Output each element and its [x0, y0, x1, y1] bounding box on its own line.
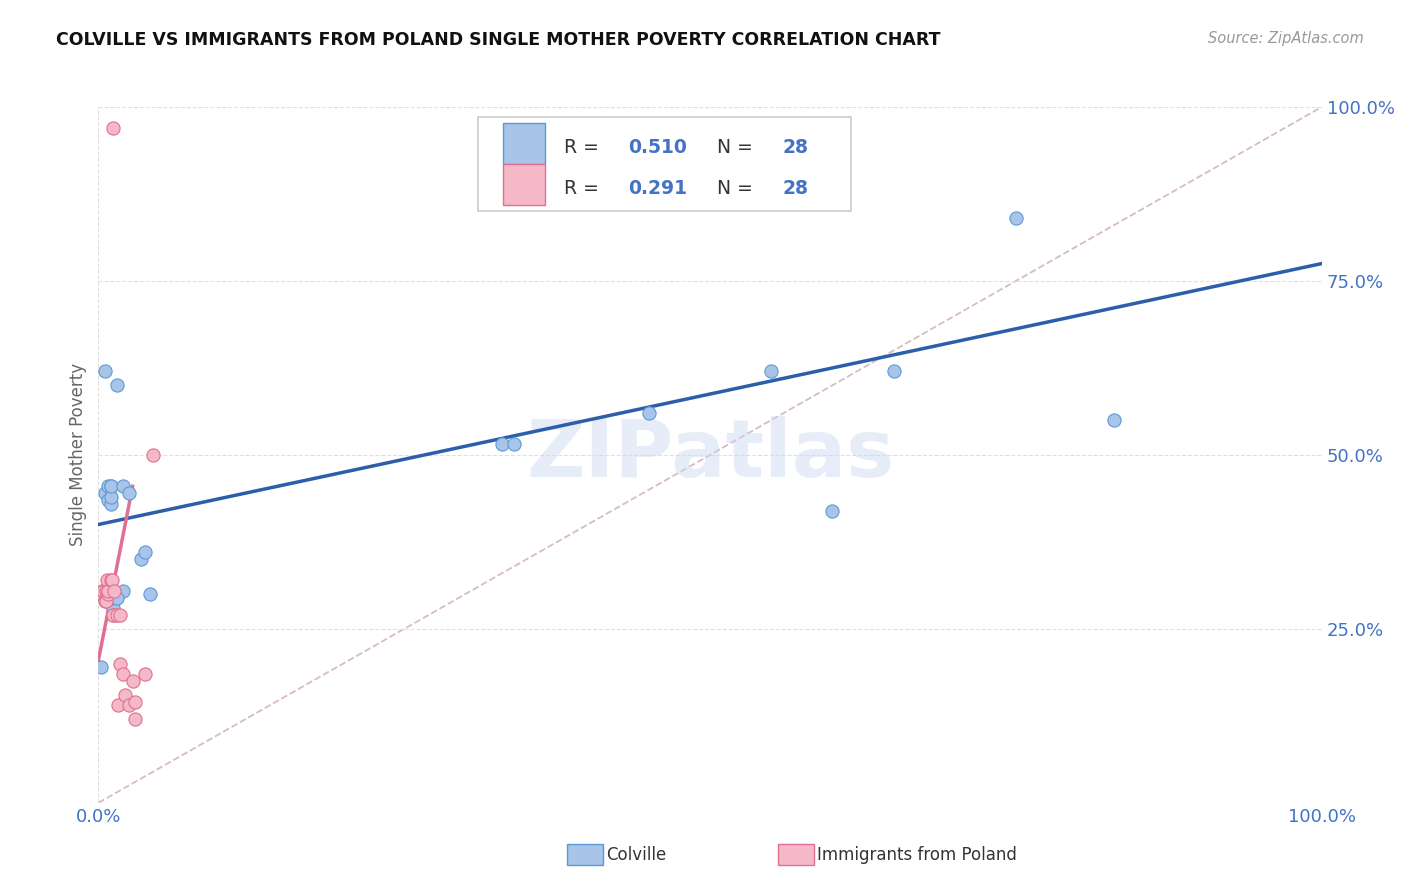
Point: [139, 587, 162, 601]
Point: [96, 573, 118, 587]
Point: [101, 120, 124, 135]
Point: [111, 667, 134, 681]
Point: [821, 503, 844, 517]
Point: [124, 695, 146, 709]
Point: [97, 583, 120, 598]
Point: [100, 479, 122, 493]
Point: [100, 479, 122, 493]
Point: [97, 479, 120, 493]
Point: [114, 688, 136, 702]
Point: [883, 364, 905, 378]
Point: [97, 493, 120, 508]
Point: [110, 657, 132, 671]
Point: [93, 364, 115, 378]
Point: [91, 587, 114, 601]
Point: [1004, 211, 1026, 226]
Point: [105, 378, 128, 392]
Point: [118, 698, 141, 713]
Text: 28: 28: [782, 179, 808, 198]
Point: [100, 490, 122, 504]
Text: R =: R =: [564, 137, 606, 157]
Point: [94, 594, 117, 608]
Point: [103, 583, 125, 598]
Point: [91, 583, 114, 598]
Text: Immigrants from Poland: Immigrants from Poland: [817, 846, 1017, 863]
Text: Colville: Colville: [606, 846, 666, 863]
Point: [503, 437, 526, 451]
Point: [100, 497, 122, 511]
FancyBboxPatch shape: [503, 164, 546, 205]
Text: ZIPatlas: ZIPatlas: [526, 416, 894, 494]
Point: [97, 587, 120, 601]
Text: 0.291: 0.291: [628, 179, 688, 198]
Point: [491, 437, 513, 451]
Point: [100, 573, 122, 587]
FancyBboxPatch shape: [503, 123, 546, 164]
Text: COLVILLE VS IMMIGRANTS FROM POLAND SINGLE MOTHER POVERTY CORRELATION CHART: COLVILLE VS IMMIGRANTS FROM POLAND SINGL…: [56, 31, 941, 49]
Point: [100, 591, 122, 605]
Point: [90, 587, 112, 601]
Point: [94, 583, 117, 598]
Point: [97, 587, 120, 601]
Text: N =: N =: [706, 137, 759, 157]
Point: [142, 448, 165, 462]
Point: [110, 607, 132, 622]
Text: Source: ZipAtlas.com: Source: ZipAtlas.com: [1208, 31, 1364, 46]
Point: [761, 364, 783, 378]
Point: [91, 583, 114, 598]
Text: N =: N =: [706, 179, 759, 198]
Y-axis label: Single Mother Poverty: Single Mother Poverty: [69, 363, 87, 547]
Point: [134, 667, 156, 681]
FancyBboxPatch shape: [478, 118, 851, 211]
Point: [105, 607, 128, 622]
Point: [93, 594, 115, 608]
Point: [105, 591, 128, 605]
Point: [1102, 413, 1125, 427]
Point: [637, 406, 661, 420]
Text: R =: R =: [564, 179, 606, 198]
Point: [121, 674, 143, 689]
Point: [111, 583, 134, 598]
Point: [93, 486, 115, 500]
Point: [90, 660, 112, 674]
Point: [129, 552, 152, 566]
Point: [111, 479, 134, 493]
Point: [124, 712, 146, 726]
Point: [101, 607, 124, 622]
Text: 28: 28: [782, 137, 808, 157]
Point: [107, 698, 129, 713]
Point: [118, 486, 141, 500]
Point: [101, 573, 124, 587]
Point: [101, 601, 124, 615]
Text: 0.510: 0.510: [628, 137, 688, 157]
Point: [101, 607, 124, 622]
Point: [134, 545, 156, 559]
Point: [97, 583, 120, 598]
